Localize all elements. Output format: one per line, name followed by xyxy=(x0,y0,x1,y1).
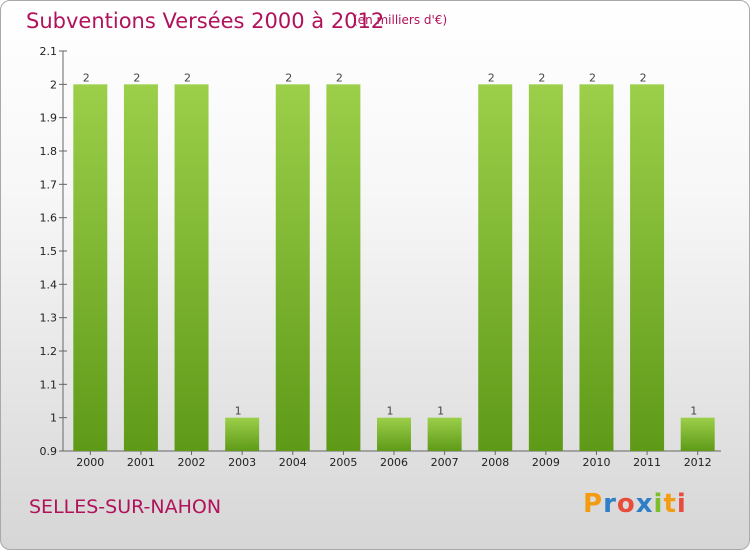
x-tick-label: 2007 xyxy=(431,456,459,469)
x-tick-label: 2012 xyxy=(684,456,712,469)
bar-value-label: 2 xyxy=(133,71,140,84)
x-tick-label: 2009 xyxy=(532,456,560,469)
x-tick-label: 2003 xyxy=(228,456,256,469)
logo-letter: i xyxy=(653,489,664,519)
y-tick-label: 1 xyxy=(50,412,57,425)
chart-subtitle: (en milliers d'€) xyxy=(353,13,448,27)
bar[interactable] xyxy=(528,84,563,451)
x-tick-label: 2001 xyxy=(127,456,155,469)
y-tick-label: 1.4 xyxy=(40,278,58,291)
logo-letter: i xyxy=(676,489,687,519)
bar-value-label: 2 xyxy=(285,71,292,84)
bar-value-label: 1 xyxy=(235,405,242,418)
logo-letter: t xyxy=(663,489,677,519)
logo-letter: x xyxy=(635,489,654,519)
town-name: SELLES-SUR-NAHON xyxy=(29,496,222,518)
bar[interactable] xyxy=(326,84,361,451)
bar-value-label: 2 xyxy=(589,71,596,84)
x-tick-label: 2011 xyxy=(633,456,661,469)
bar[interactable] xyxy=(579,84,614,451)
x-tick-label: 2010 xyxy=(582,456,610,469)
y-tick-label: 2.1 xyxy=(40,45,58,58)
bar[interactable] xyxy=(427,417,462,451)
chart-title: Subventions Versées 2000 à 2012 xyxy=(26,9,385,33)
y-tick-label: 1.7 xyxy=(40,178,58,191)
y-tick-label: 2 xyxy=(50,78,57,91)
y-tick-label: 1.8 xyxy=(40,145,58,158)
x-tick-label: 2004 xyxy=(279,456,307,469)
bar[interactable] xyxy=(174,84,209,451)
bar-value-label: 1 xyxy=(387,405,394,418)
x-tick-label: 2002 xyxy=(178,456,206,469)
bars-group xyxy=(73,84,715,451)
bar-value-label: 2 xyxy=(336,71,343,84)
bar[interactable] xyxy=(630,84,665,451)
bar-value-label: 2 xyxy=(488,71,495,84)
bar[interactable] xyxy=(73,84,108,451)
labels-group: 0.9 1 1.1 1.2 1.3 1.4 1.5 1.6 1.7 1.8 1.9 2 2.1 2 2000… xyxy=(40,45,712,469)
logo-letter: P xyxy=(583,489,604,519)
logo-letter: r xyxy=(603,489,617,519)
bar-value-label: 1 xyxy=(690,405,697,418)
x-tick-label: 2006 xyxy=(380,456,408,469)
y-tick-label: 0.9 xyxy=(40,445,58,458)
y-tick-label: 1.1 xyxy=(40,378,58,391)
y-tick-label: 1.3 xyxy=(40,312,58,325)
y-tick-label: 1.6 xyxy=(40,212,58,225)
logo-letter: o xyxy=(616,489,636,519)
y-tick-label: 1.9 xyxy=(40,112,58,125)
bar-value-label: 1 xyxy=(437,405,444,418)
bar[interactable] xyxy=(478,84,513,451)
bar[interactable] xyxy=(225,417,260,451)
y-tick-label: 1.5 xyxy=(40,245,58,258)
x-tick-label: 2000 xyxy=(76,456,104,469)
bar-value-label: 2 xyxy=(83,71,90,84)
bar[interactable] xyxy=(275,84,310,451)
axes xyxy=(59,50,721,455)
x-tick-label: 2008 xyxy=(481,456,509,469)
bar[interactable] xyxy=(123,84,158,451)
x-tick-label: 2005 xyxy=(329,456,357,469)
bar[interactable] xyxy=(680,417,715,451)
y-tick-label: 1.2 xyxy=(40,345,58,358)
bar-value-label: 2 xyxy=(538,71,545,84)
bar-value-label: 2 xyxy=(184,71,191,84)
bar-value-label: 2 xyxy=(640,71,647,84)
bar[interactable] xyxy=(377,417,411,451)
proxiti-logo[interactable]: Proxiti xyxy=(583,489,687,519)
